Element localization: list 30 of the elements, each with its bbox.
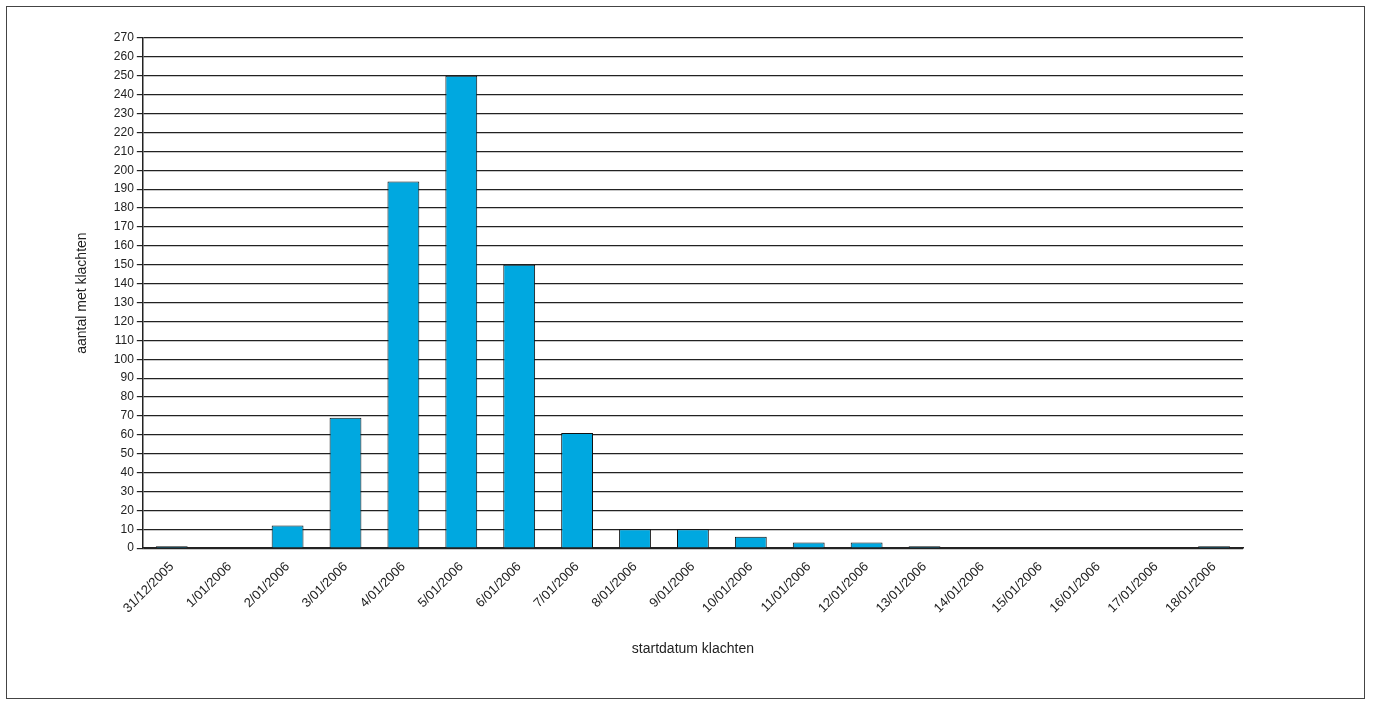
y-tick-label: 240 <box>113 87 135 101</box>
y-tick-label: 30 <box>120 483 135 498</box>
y-tick-label: 180 <box>113 200 135 215</box>
y-tick-label: 130 <box>113 294 135 309</box>
y-tick-label: 120 <box>113 313 135 328</box>
y-tick-label: 50 <box>120 446 135 460</box>
y-tick-label: 110 <box>114 332 135 347</box>
y-tick-label: 220 <box>113 124 135 139</box>
y-tick-label: 190 <box>113 181 135 196</box>
y-tick-label: 140 <box>113 275 135 290</box>
y-tick-label: 0 <box>127 540 135 555</box>
y-tick-label: 230 <box>113 105 135 120</box>
y-tick-label: 90 <box>120 370 135 385</box>
y-axis-title: aantal met klachten <box>73 232 90 354</box>
y-tick-label: 200 <box>113 162 135 177</box>
y-tick-label: 20 <box>120 502 135 517</box>
y-tick-label: 210 <box>113 143 135 158</box>
y-tick-label: 260 <box>113 49 135 64</box>
y-tick-label: 100 <box>113 351 135 366</box>
y-tick-label: 70 <box>120 408 135 423</box>
y-tick-label: 160 <box>113 238 135 253</box>
y-tick-label: 250 <box>113 68 135 83</box>
y-tick-label: 60 <box>120 427 135 442</box>
y-tick-label: 10 <box>120 521 135 536</box>
y-tick-label: 150 <box>113 257 135 272</box>
y-tick-label: 170 <box>113 219 135 234</box>
y-tick-label: 40 <box>120 464 135 479</box>
x-axis-title: startdatum klachten <box>631 640 754 657</box>
y-tick-label: 270 <box>113 30 135 45</box>
y-tick-label: 80 <box>120 389 135 404</box>
